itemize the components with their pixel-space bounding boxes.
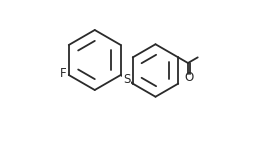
Text: O: O (185, 71, 194, 84)
Text: S: S (123, 73, 130, 86)
Text: F: F (60, 67, 66, 80)
